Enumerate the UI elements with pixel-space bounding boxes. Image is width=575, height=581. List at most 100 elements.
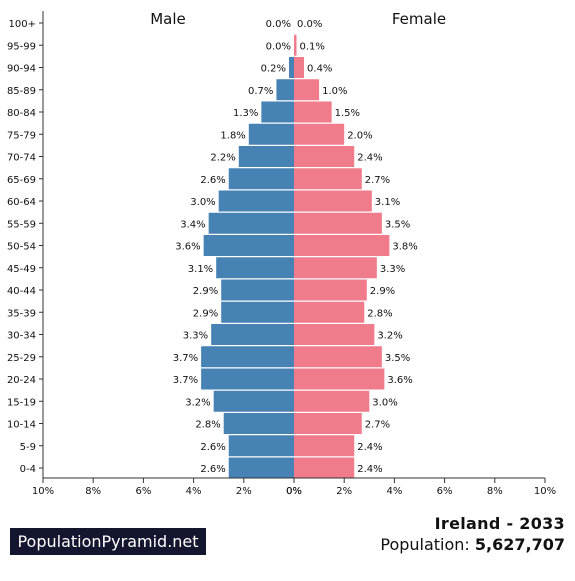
male-value-label: 1.8%	[220, 130, 245, 141]
male-bar	[218, 190, 294, 212]
male-bar	[221, 301, 294, 323]
male-value-label: 1.3%	[233, 108, 258, 119]
female-value-label: 0.0%	[297, 19, 322, 30]
female-value-label: 3.2%	[377, 331, 402, 342]
male-value-label: 3.4%	[180, 219, 205, 230]
female-bar	[294, 79, 320, 101]
age-group-label: 70-74	[7, 153, 36, 164]
female-bar	[294, 413, 362, 434]
male-value-label: 3.7%	[173, 375, 198, 386]
male-value-label: 2.9%	[193, 286, 218, 297]
male-value-label: 3.1%	[188, 264, 213, 275]
female-value-label: 2.7%	[365, 175, 390, 186]
population-label: Population:	[380, 535, 470, 554]
male-bar	[248, 123, 294, 145]
female-bar	[294, 168, 362, 190]
female-value-label: 2.4%	[357, 442, 382, 453]
female-value-label: 2.0%	[347, 130, 372, 141]
male-bar	[216, 257, 294, 279]
male-value-label: 2.9%	[193, 308, 218, 319]
x-tick-label: 6%	[437, 486, 453, 497]
x-tick-label: 2%	[336, 486, 352, 497]
male-bar	[228, 435, 294, 457]
female-bar	[294, 34, 297, 56]
age-group-label: 50-54	[7, 242, 36, 253]
male-bar	[228, 457, 294, 479]
x-tick-label: 6%	[135, 486, 151, 497]
female-bar	[294, 235, 390, 256]
male-value-label: 3.6%	[175, 242, 200, 253]
age-group-label: 5-9	[20, 442, 36, 453]
female-value-label: 2.4%	[357, 464, 382, 475]
female-bar	[294, 190, 372, 212]
x-tick-label: 4%	[386, 486, 402, 497]
female-bar	[294, 257, 377, 279]
male-bar	[201, 368, 294, 390]
female-bar	[294, 368, 385, 390]
age-group-label: 95-99	[7, 41, 36, 52]
female-bar	[294, 457, 355, 479]
female-value-label: 3.5%	[385, 353, 410, 364]
age-group-label: 85-89	[7, 86, 36, 97]
male-value-label: 0.7%	[248, 86, 273, 97]
site-brand[interactable]: PopulationPyramid.net	[10, 528, 206, 555]
male-value-label: 3.7%	[173, 353, 198, 364]
age-group-label: 25-29	[7, 353, 36, 364]
female-value-label: 2.9%	[370, 286, 395, 297]
x-tick-label: 0%	[286, 486, 302, 497]
female-bar	[294, 390, 370, 412]
x-tick-label: 10%	[534, 486, 556, 497]
male-header: Male	[150, 10, 186, 28]
population-value: 5,627,707	[474, 535, 565, 554]
female-value-label: 1.5%	[335, 108, 360, 119]
age-group-label: 20-24	[7, 375, 36, 386]
x-tick-label: 10%	[32, 486, 54, 497]
age-group-label: 60-64	[7, 197, 36, 208]
female-value-label: 1.0%	[322, 86, 347, 97]
female-bar	[294, 279, 367, 301]
country-info: Ireland - 2033 Population: 5,627,707	[380, 514, 565, 554]
age-group-label: 45-49	[7, 264, 36, 275]
female-value-label: 3.8%	[392, 242, 417, 253]
male-value-label: 0.2%	[261, 64, 286, 75]
female-value-label: 3.1%	[375, 197, 400, 208]
male-bar	[288, 57, 294, 78]
age-group-label: 15-19	[7, 397, 36, 408]
female-value-label: 2.4%	[357, 153, 382, 164]
x-tick-label: 8%	[487, 486, 503, 497]
male-value-label: 2.8%	[195, 420, 220, 431]
female-bar	[294, 301, 365, 323]
age-group-label: 55-59	[7, 219, 36, 230]
male-bar	[208, 212, 294, 234]
age-group-label: 10-14	[7, 420, 36, 431]
age-group-label: 90-94	[7, 64, 36, 75]
age-group-label: 30-34	[7, 331, 36, 342]
x-tick-label: 2%	[236, 486, 252, 497]
male-value-label: 2.6%	[200, 442, 225, 453]
female-value-label: 3.5%	[385, 219, 410, 230]
x-tick-label: 0%	[286, 486, 302, 497]
population-pyramid-chart: Male Female 100+ 0.0% 0.0% 95-99 0.0% 0.1% 90-94…	[7, 10, 556, 497]
male-bar	[276, 79, 294, 101]
age-group-label: 40-44	[7, 286, 36, 297]
male-bar	[221, 279, 294, 301]
age-group-label: 35-39	[7, 308, 36, 319]
female-value-label: 3.6%	[387, 375, 412, 386]
male-value-label: 2.6%	[200, 175, 225, 186]
male-value-label: 0.0%	[266, 19, 291, 30]
male-bar	[203, 235, 294, 256]
female-bar	[294, 435, 355, 457]
female-value-label: 0.1%	[300, 41, 325, 52]
female-value-label: 2.8%	[367, 308, 392, 319]
male-bar	[223, 413, 294, 434]
age-group-label: 75-79	[7, 130, 36, 141]
male-value-label: 3.3%	[183, 331, 208, 342]
female-value-label: 0.4%	[307, 64, 332, 75]
female-value-label: 3.3%	[380, 264, 405, 275]
female-header: Female	[392, 10, 446, 28]
x-tick-label: 4%	[186, 486, 202, 497]
population-line: Population: 5,627,707	[380, 535, 565, 554]
female-bar	[294, 57, 305, 78]
male-bar	[213, 390, 294, 412]
male-bar	[228, 168, 294, 190]
